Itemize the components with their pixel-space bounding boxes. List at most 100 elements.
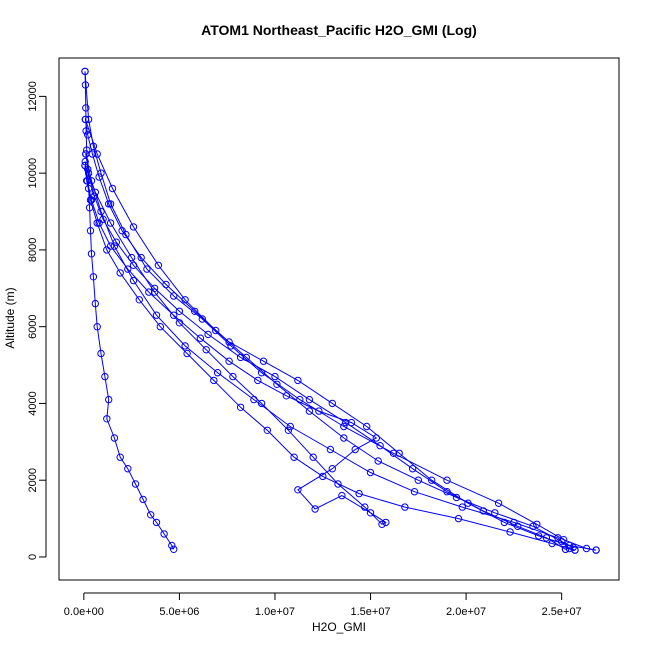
data-point (81, 67, 89, 76)
x-axis: 0.0e+00 5.0e+06 1.0e+07 1.5e+07 2.0e+07 2.5e+… (64, 592, 582, 618)
y-tick-label: 6000 (27, 314, 39, 338)
data-point (108, 184, 117, 193)
y-tick-label: 2000 (27, 468, 39, 492)
data-point (204, 330, 212, 339)
data-point (122, 230, 130, 239)
y-tick-label: 12000 (27, 81, 39, 112)
data-point (105, 395, 113, 404)
data-point (160, 530, 168, 538)
data-point (408, 465, 417, 473)
x-tick-label: 1.5e+07 (350, 606, 390, 618)
data-point (328, 465, 336, 473)
data-point (135, 296, 144, 304)
x-tick-label: 2.5e+07 (542, 606, 582, 618)
data-point (372, 434, 380, 442)
data-point (443, 476, 451, 484)
data-point (401, 503, 409, 511)
data-point (592, 546, 600, 554)
data-point (286, 422, 294, 431)
series-7 (81, 161, 579, 554)
data-point (87, 177, 96, 185)
data-point (361, 503, 369, 511)
data-point (340, 422, 348, 431)
data-point (210, 376, 218, 385)
data-point (542, 534, 551, 542)
data-point (150, 288, 159, 296)
data-point (124, 465, 132, 473)
data-point (340, 434, 348, 442)
data-point (131, 480, 140, 488)
data-point (454, 514, 463, 523)
series-line (84, 71, 597, 551)
data-point (82, 104, 90, 112)
plot-frame (58, 57, 620, 581)
chart-title: ATOM1 Northeast_Pacific H2O_GMI (Log) (201, 22, 477, 38)
data-point (145, 288, 153, 296)
data-point (87, 250, 96, 258)
data-point (558, 537, 566, 546)
data-point (83, 177, 92, 185)
data-point (294, 376, 302, 385)
data-point (494, 499, 503, 507)
data-point (129, 276, 138, 285)
y-axis-label: Altitude (m) (3, 287, 17, 348)
data-point (91, 299, 100, 308)
data-point (510, 518, 518, 527)
series-line (84, 161, 387, 525)
data-point (198, 315, 207, 323)
data-point (452, 493, 461, 502)
data-point (554, 534, 562, 542)
data-point (382, 518, 390, 527)
series-line (84, 71, 175, 550)
data-point (139, 495, 147, 504)
data-point (212, 326, 220, 335)
series-line (84, 119, 575, 550)
data-point (81, 157, 89, 166)
series-8 (81, 157, 390, 528)
data-point (571, 546, 579, 554)
data-point (257, 399, 266, 408)
data-point (162, 280, 170, 289)
y-axis: 0 2000 4000 6000 8000 10000 12000 (27, 81, 47, 560)
data-point (305, 407, 314, 415)
data-point (152, 518, 161, 527)
data-point (366, 509, 375, 517)
data-point (225, 357, 233, 365)
data-point (376, 442, 384, 450)
data-point (181, 342, 189, 350)
data-point (93, 323, 101, 331)
data-point (156, 323, 165, 331)
data-point (95, 219, 103, 227)
data-point (82, 150, 90, 158)
data-point (236, 403, 245, 411)
data-point (116, 453, 124, 461)
data-point (561, 545, 570, 553)
data-point (366, 468, 375, 477)
data-point (506, 528, 514, 536)
data-point (342, 418, 350, 427)
data-point (175, 319, 184, 327)
x-tick-label: 2.0e+07 (446, 606, 486, 618)
data-point (309, 453, 317, 461)
data-point (81, 115, 90, 124)
x-axis-label: H2O_GMI (312, 620, 366, 634)
data-point (254, 376, 262, 385)
data-point (311, 505, 319, 513)
data-point (103, 246, 111, 254)
data-point (284, 426, 293, 434)
data-point (351, 445, 359, 454)
series-layer (81, 67, 600, 554)
series-line (84, 165, 576, 551)
data-point (533, 520, 541, 528)
data-point (95, 173, 103, 181)
data-point (410, 488, 419, 496)
data-point (514, 522, 522, 530)
data-point (86, 227, 95, 235)
x-tick-label: 0.0e+00 (64, 606, 104, 618)
y-tick-label: 8000 (27, 238, 39, 262)
data-point (414, 476, 422, 484)
data-point (97, 207, 105, 216)
series-4 (81, 115, 577, 553)
